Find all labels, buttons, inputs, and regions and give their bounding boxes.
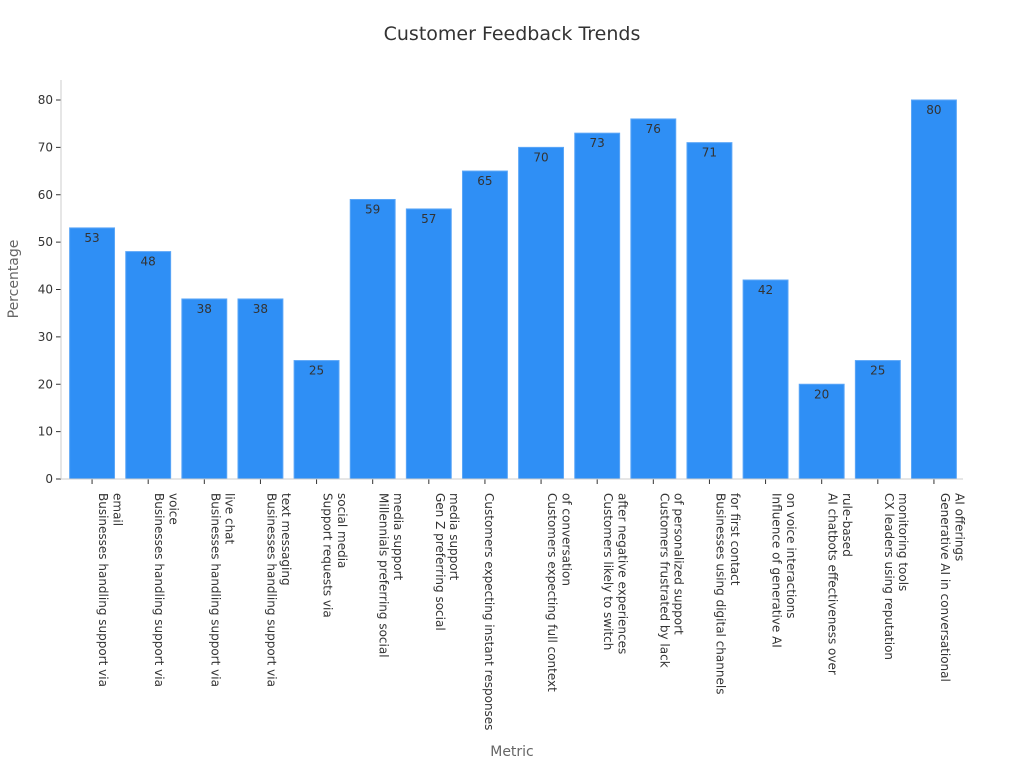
x-tick-label-line: Support requests via bbox=[321, 493, 335, 618]
y-tick-label: 60 bbox=[38, 188, 53, 202]
y-tick-label: 70 bbox=[38, 140, 53, 154]
x-tick-label: Businesses handling support vialive chat bbox=[208, 493, 236, 687]
y-tick-label: 10 bbox=[38, 425, 53, 439]
bar-value-label: 38 bbox=[197, 302, 212, 316]
bar-value-label: 25 bbox=[309, 364, 324, 378]
y-tick-label: 30 bbox=[38, 330, 53, 344]
x-tick-label-line: Businesses using digital channels bbox=[713, 493, 727, 694]
x-tick-label: Customers frustrated by lackof personali… bbox=[657, 493, 685, 668]
bar bbox=[854, 360, 901, 480]
bar-value-label: 80 bbox=[926, 103, 941, 117]
bar-value-label: 25 bbox=[870, 364, 885, 378]
x-tick-label: Support requests viasocial media bbox=[321, 493, 349, 618]
y-axis-label: Percentage bbox=[6, 240, 22, 319]
x-tick-label: Businesses using digital channelsfor fir… bbox=[713, 493, 741, 694]
x-tick-label-line: Customers expecting full context bbox=[545, 493, 559, 692]
y-tick-label: 40 bbox=[38, 283, 53, 297]
x-tick-label-line: email bbox=[110, 493, 124, 526]
y-tick-label: 80 bbox=[38, 93, 53, 107]
x-tick-label: Businesses handling support viavoice bbox=[152, 493, 180, 687]
bar-value-label: 70 bbox=[533, 150, 548, 164]
bar bbox=[910, 99, 957, 480]
x-tick-label: AI chatbots effectiveness overrule-based bbox=[826, 493, 854, 675]
x-tick-label-line: AI chatbots effectiveness over bbox=[826, 493, 840, 675]
x-tick-label-line: AI offerings bbox=[952, 493, 966, 561]
bar bbox=[405, 208, 452, 480]
bar bbox=[686, 142, 733, 480]
x-tick-label-line: Influence of generative AI bbox=[770, 493, 784, 648]
x-tick-label-line: of conversation bbox=[559, 493, 573, 586]
x-tick-label: Businesses handling support viatext mess… bbox=[264, 493, 292, 687]
bar-value-label: 48 bbox=[141, 255, 156, 269]
bar-value-label: 38 bbox=[253, 302, 268, 316]
bar bbox=[518, 146, 565, 480]
x-tick-label-line: monitoring tools bbox=[896, 493, 910, 591]
bar-value-label: 20 bbox=[814, 387, 829, 401]
bar bbox=[237, 298, 284, 480]
x-tick-label-line: media support bbox=[391, 493, 405, 581]
bar bbox=[69, 227, 116, 480]
x-tick-label-line: text messaging bbox=[279, 493, 293, 586]
x-tick-label-line: Businesses handling support via bbox=[152, 493, 166, 687]
bar bbox=[293, 360, 340, 480]
x-tick-label-line: social media bbox=[335, 493, 349, 568]
bar-value-label: 65 bbox=[477, 174, 492, 188]
y-axis: 0 10 20 30 40 50 60 70 80 bbox=[38, 93, 61, 486]
bar-value-label: 42 bbox=[758, 283, 773, 297]
x-tick-label-line: voice bbox=[167, 493, 181, 525]
bar bbox=[798, 383, 845, 480]
bar bbox=[574, 132, 621, 480]
x-tick-label-line: on voice interactions bbox=[784, 493, 798, 618]
x-tick-label: CX leaders using reputationmonitoring to… bbox=[882, 493, 910, 660]
bar-value-label: 71 bbox=[702, 146, 717, 160]
bar bbox=[181, 298, 228, 480]
x-tick-label-line: Businesses handling support via bbox=[264, 493, 278, 687]
bar-value-label: 73 bbox=[590, 136, 605, 150]
x-tick-label-line: Businesses handling support via bbox=[208, 493, 222, 687]
x-tick-label-line: Customers expecting instant responses bbox=[482, 493, 496, 730]
bar-value-label: 57 bbox=[421, 212, 436, 226]
bar-value-label: 59 bbox=[365, 202, 380, 216]
bar-value-label: 76 bbox=[646, 122, 661, 136]
y-tick-label: 20 bbox=[38, 377, 53, 391]
x-tick-label: Generative AI in conversationalAI offeri… bbox=[938, 493, 966, 682]
x-tick-label: Influence of generative AIon voice inter… bbox=[770, 493, 798, 648]
x-tick-label-line: rule-based bbox=[840, 493, 854, 557]
x-tick-label: Businesses handling support viaemail bbox=[96, 493, 124, 687]
bar-series: 53 48 38 38 25 59 57 65 70 73 76 71 42 20 25 80 bbox=[69, 99, 957, 480]
x-tick-label: Millennials preferring socialmedia suppo… bbox=[377, 493, 405, 658]
x-tick-label-line: after negative experiences bbox=[616, 493, 630, 654]
x-tick-label-line: of personalized support bbox=[672, 493, 686, 635]
x-tick-label-line: media support bbox=[447, 493, 461, 581]
x-tick-label-line: Millennials preferring social bbox=[377, 493, 391, 658]
x-axis-label: Metric bbox=[490, 744, 534, 760]
x-tick-label-line: CX leaders using reputation bbox=[882, 493, 896, 660]
bar bbox=[125, 251, 172, 480]
chart-title: Customer Feedback Trends bbox=[384, 23, 641, 45]
bar bbox=[630, 118, 677, 480]
x-axis: Businesses handling support viaemail Busi… bbox=[91, 479, 966, 730]
x-tick-label-line: Gen Z preferring social bbox=[433, 493, 447, 631]
x-tick-label-line: for first contact bbox=[728, 493, 742, 586]
x-tick-label-line: Customers likely to switch bbox=[601, 493, 615, 650]
x-tick-label-line: Customers frustrated by lack bbox=[657, 493, 671, 668]
y-tick-label: 50 bbox=[38, 235, 53, 249]
bar bbox=[349, 198, 396, 480]
bar bbox=[461, 170, 508, 480]
x-tick-label: Customers expecting instant responses bbox=[482, 493, 496, 730]
bar bbox=[742, 279, 789, 480]
x-tick-label: Customers likely to switchafter negative… bbox=[601, 493, 629, 654]
x-tick-label-line: live chat bbox=[223, 493, 237, 545]
y-tick-label: 0 bbox=[45, 472, 53, 486]
x-tick-label: Customers expecting full contextof conve… bbox=[545, 493, 573, 692]
x-tick-label-line: Generative AI in conversational bbox=[938, 493, 952, 682]
bar-value-label: 53 bbox=[84, 231, 99, 245]
x-tick-label: Gen Z preferring socialmedia support bbox=[433, 493, 461, 631]
x-tick-label-line: Businesses handling support via bbox=[96, 493, 110, 687]
